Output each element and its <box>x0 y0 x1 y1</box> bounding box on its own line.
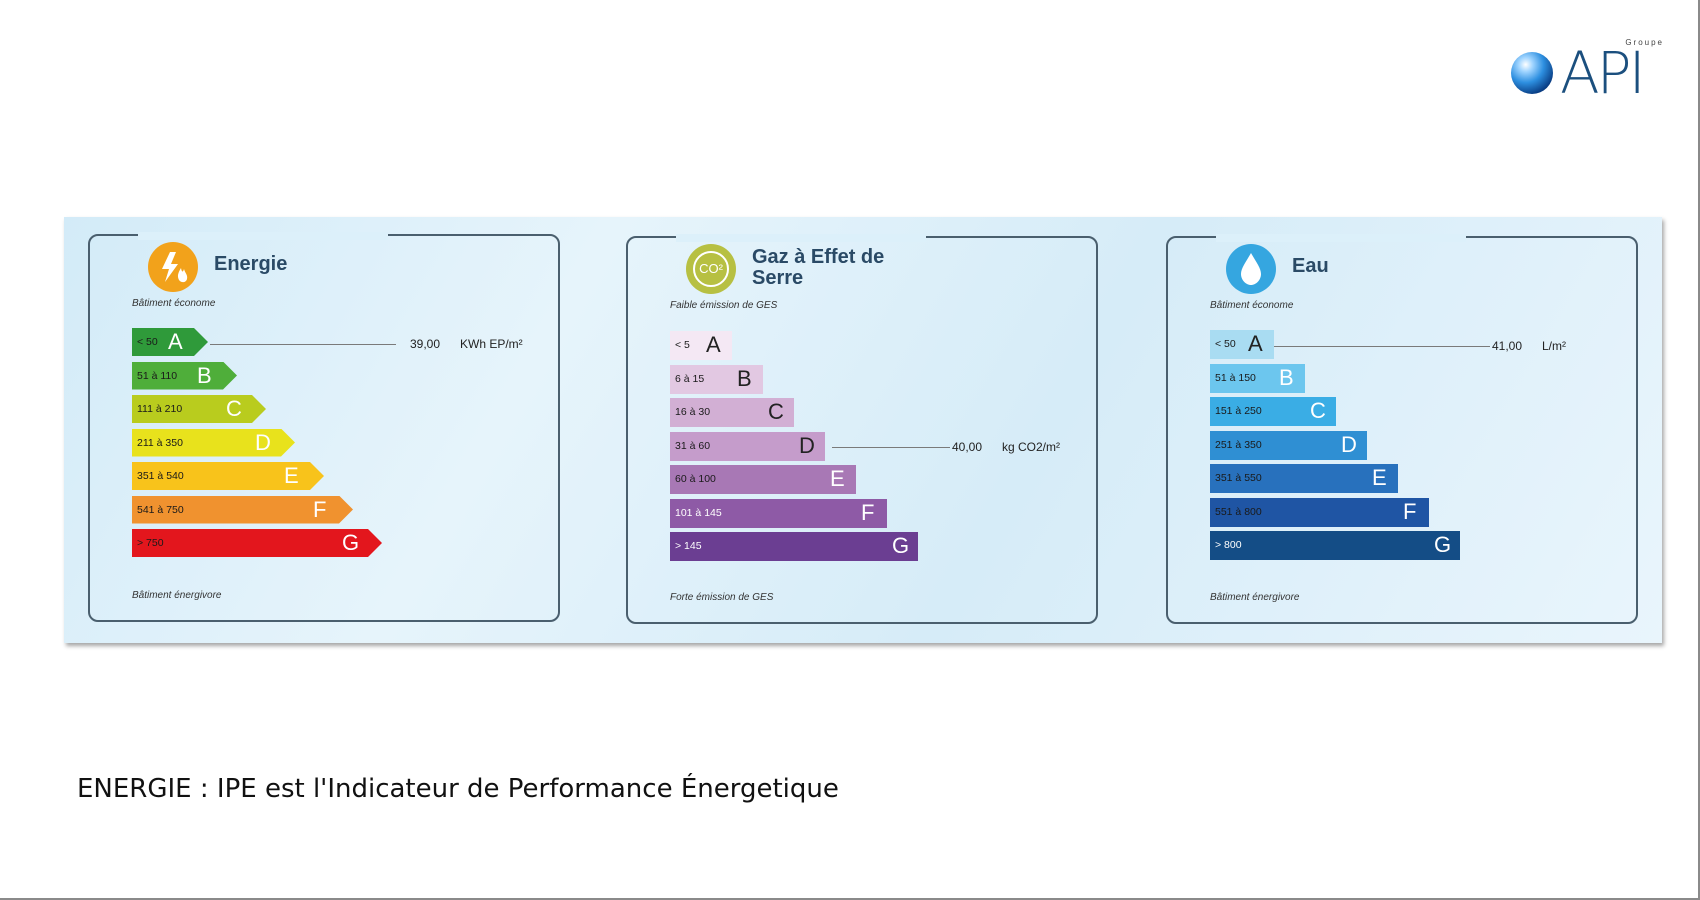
class-letter: A <box>706 332 721 357</box>
class-bar-a: < 50 A <box>132 328 208 356</box>
class-bar-g: > 750 G <box>132 529 382 557</box>
flame-lightning-icon <box>148 242 198 292</box>
co2-icon-text: CO² <box>693 251 729 287</box>
class-bar-f: 101 à 145 F <box>670 498 887 528</box>
class-bar-e: 351 à 540 E <box>132 462 324 490</box>
class-bar-f: 541 à 750 F <box>132 495 353 524</box>
class-range: 111 à 210 <box>137 403 183 415</box>
water-panel: Eau Bâtiment économe Bâtiment énergivore… <box>1166 234 1638 624</box>
class-bar-a: < 50 A <box>1210 330 1274 359</box>
class-letter: E <box>284 463 299 488</box>
class-letter: C <box>1310 398 1326 423</box>
class-letter: C <box>226 396 242 421</box>
energy-panel: Energie Bâtiment économe Bâtiment énergi… <box>88 232 560 622</box>
class-bar-c: 151 à 250 C <box>1210 397 1336 426</box>
class-range: > 750 <box>137 537 164 549</box>
api-logo: Groupe API <box>1508 38 1668 108</box>
note-bottom: Bâtiment énergivore <box>132 590 222 601</box>
class-bar-d: 211 à 350 D <box>132 428 295 457</box>
class-bar-d: 31 à 60 D <box>670 431 825 461</box>
class-letter: F <box>1403 498 1417 524</box>
logo-sphere-icon <box>1511 52 1553 94</box>
class-range: > 800 <box>1215 539 1242 551</box>
marker-line <box>832 447 950 448</box>
class-range: 51 à 150 <box>1215 371 1256 384</box>
class-letter: D <box>255 429 271 455</box>
panel-title: Energie <box>214 253 288 275</box>
class-letter: B <box>197 362 212 388</box>
class-letter: E <box>830 466 845 491</box>
class-letter: F <box>313 496 327 522</box>
panel-title: Eau <box>1292 255 1329 277</box>
class-letter: B <box>737 365 752 391</box>
class-range: < 5 <box>675 339 690 351</box>
class-range: 60 à 100 <box>675 473 716 485</box>
class-bar-b: 6 à 15 B <box>670 364 763 394</box>
marker-line <box>210 344 396 345</box>
class-range: 551 à 800 <box>1215 505 1262 518</box>
class-letter: D <box>799 432 815 458</box>
marker-value: 39,00 <box>410 337 441 351</box>
water-drop-icon <box>1226 244 1276 294</box>
class-letter: F <box>861 499 875 525</box>
logo-groupe-text: Groupe <box>1625 38 1664 47</box>
class-range: 541 à 750 <box>137 503 184 516</box>
class-bar-c: 16 à 30 C <box>670 398 794 427</box>
class-letter: G <box>342 530 360 555</box>
class-range: 351 à 540 <box>137 470 184 482</box>
logo-text: API <box>1560 39 1646 107</box>
marker-value: 41,00 <box>1492 339 1523 353</box>
class-letter: G <box>1434 532 1452 557</box>
marker-unit: KWh EP/m² <box>460 337 523 351</box>
co2-icon: CO² <box>686 244 736 294</box>
note-top: Bâtiment économe <box>1210 300 1294 311</box>
class-range: 51 à 110 <box>137 369 178 382</box>
class-letter: E <box>1372 465 1387 490</box>
class-letter: G <box>892 533 910 558</box>
note-bottom: Bâtiment énergivore <box>1210 592 1300 603</box>
marker-value: 40,00 <box>952 440 983 454</box>
panel-title-line2: Serre <box>752 267 804 289</box>
class-bar-f: 551 à 800 F <box>1210 497 1429 527</box>
class-range: 101 à 145 <box>675 506 722 519</box>
class-range: 351 à 550 <box>1215 472 1262 484</box>
marker-unit: kg CO2/m² <box>1002 440 1061 454</box>
caption-text: ENERGIE : IPE est l'Indicateur de Perfor… <box>77 774 839 804</box>
class-range: 6 à 15 <box>675 372 705 385</box>
energy-labels-banner: Energie Bâtiment économe Bâtiment énergi… <box>64 217 1662 643</box>
class-range: 211 à 350 <box>137 436 183 449</box>
class-range: < 50 <box>1215 338 1236 350</box>
class-range: 16 à 30 <box>675 406 711 418</box>
class-bar-g: > 800 G <box>1210 531 1460 560</box>
class-letter: C <box>768 399 784 424</box>
class-letter: B <box>1279 364 1294 390</box>
class-range: > 145 <box>675 540 702 552</box>
class-range: 251 à 350 <box>1215 438 1262 451</box>
class-bar-e: 351 à 550 E <box>1210 464 1398 493</box>
class-bar-g: > 145 G <box>670 532 918 561</box>
note-bottom: Forte émission de GES <box>670 592 774 603</box>
ges-panel: CO² Gaz à Effet de Serre Faible émission… <box>626 234 1098 624</box>
marker-line <box>1274 346 1490 347</box>
class-bar-b: 51 à 150 B <box>1210 363 1305 393</box>
class-range: < 50 <box>137 336 158 348</box>
class-bar-e: 60 à 100 E <box>670 465 856 494</box>
class-letter: A <box>168 329 183 354</box>
class-letter: A <box>1248 331 1263 356</box>
class-bar-a: < 5 A <box>670 331 732 360</box>
panel-title-line1: Gaz à Effet de <box>752 246 885 268</box>
class-bar-b: 51 à 110 B <box>132 361 237 390</box>
class-range: 31 à 60 <box>675 439 711 452</box>
note-top: Faible émission de GES <box>670 300 778 311</box>
note-top: Bâtiment économe <box>132 298 216 309</box>
class-range: 151 à 250 <box>1215 405 1262 417</box>
class-bar-c: 111 à 210 C <box>132 395 266 423</box>
class-bar-d: 251 à 350 D <box>1210 430 1367 460</box>
class-letter: D <box>1341 431 1357 457</box>
marker-unit: L/m² <box>1542 339 1566 353</box>
